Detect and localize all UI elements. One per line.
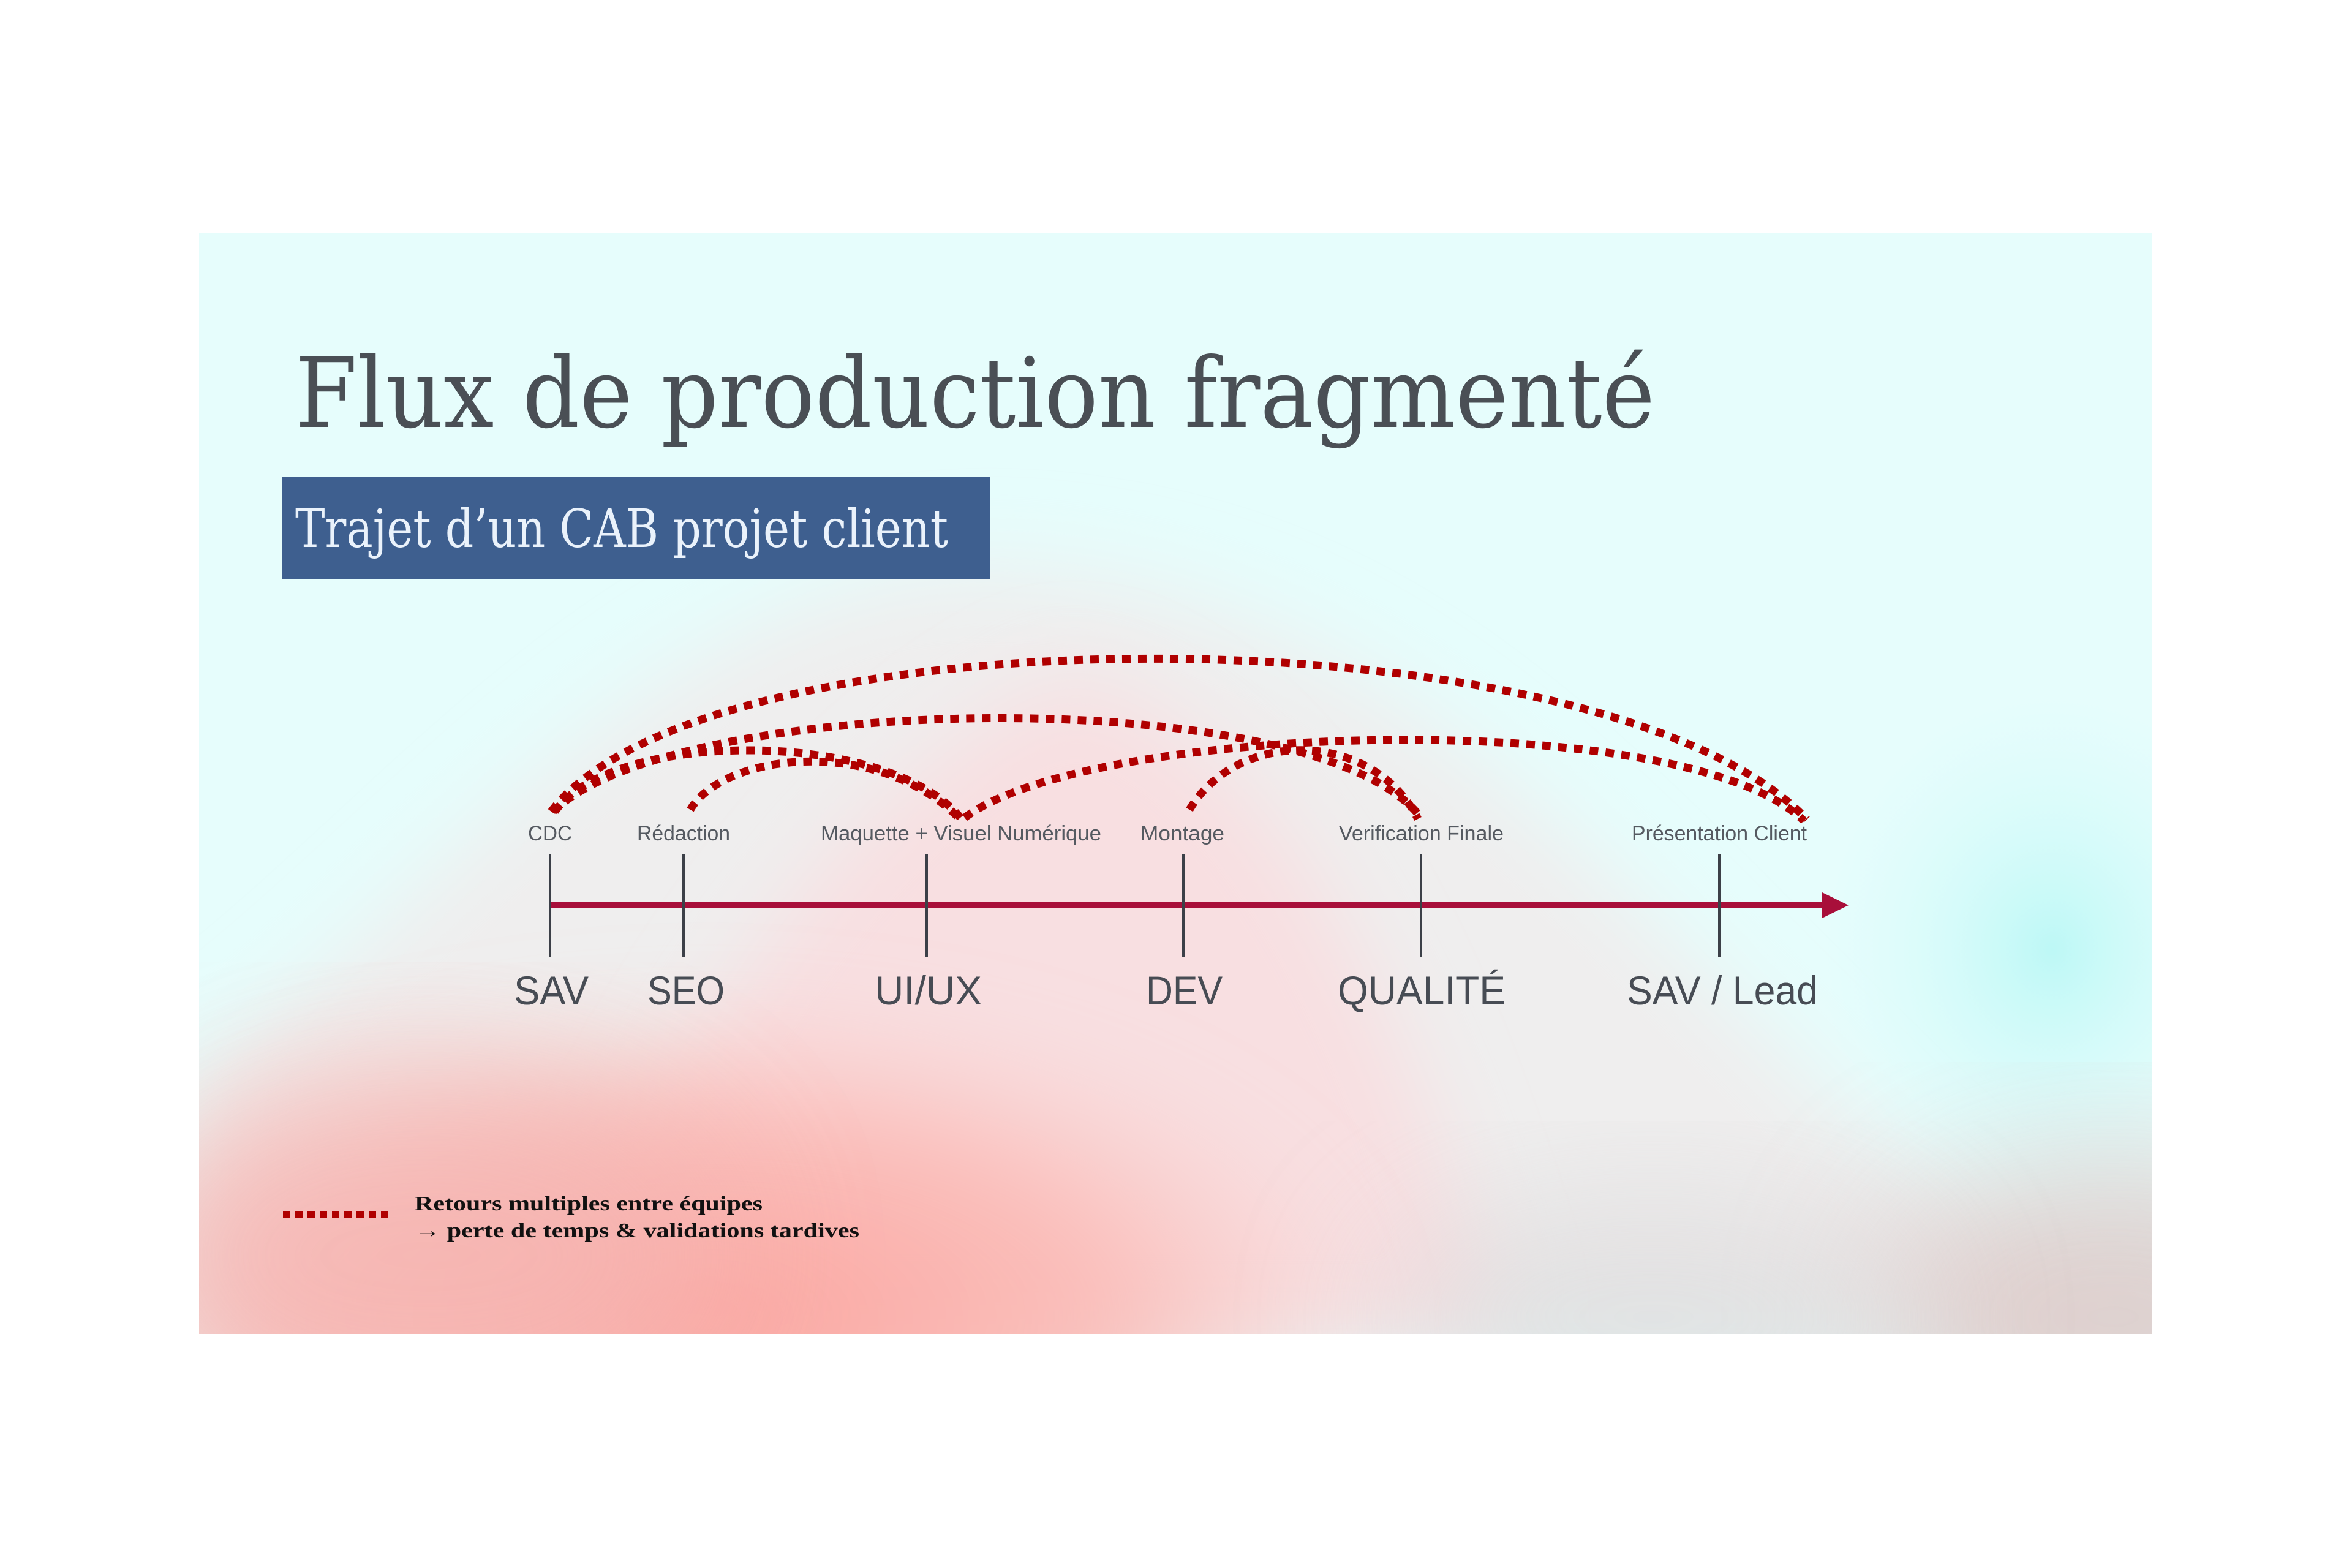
subtitle-text: Trajet d’un CAB projet client [295,499,948,560]
step-label-maquette: Maquette + Visuel Numérique [821,822,1101,845]
team-label-qualite: QUALITÉ [1338,968,1506,1013]
step-label-redaction: Rédaction [637,822,730,845]
legend-line-1: Retours multiples entre équipes [415,1193,763,1215]
arrow-head-icon [1822,892,1849,918]
arc-maquette-to-presentation [962,736,1807,824]
team-labels: SAV SEO UI/UX DEV QUALITÉ SAV / Lead [514,968,1818,1013]
step-label-montage: Montage [1140,822,1224,845]
slide-background [199,233,2152,1334]
slide-title: Flux de production fragmenté [295,337,1655,450]
step-labels: CDC Rédaction Maquette + Visuel Numériqu… [528,822,1807,845]
step-label-cdc: CDC [528,822,572,845]
subtitle-banner: Trajet d’un CAB projet client [282,477,990,579]
team-label-sav-lead: SAV / Lead [1627,968,1818,1013]
team-label-sav: SAV [514,968,589,1013]
arc-montage-to-verification [1186,746,1422,821]
return-arcs [548,654,1810,824]
timeline-axis [551,892,1849,918]
timeline-ticks [549,854,1721,957]
team-label-dev: DEV [1146,968,1223,1013]
legend: Retours multiples entre équipes → perte … [283,1193,859,1242]
step-label-presentation: Présentation Client [1632,822,1807,845]
legend-line-2: → perte de temps & validations tardives [415,1219,859,1242]
arc-redaction-to-maquette [687,757,962,821]
team-label-seo: SEO [647,968,725,1013]
arc-cdc-to-presentation [548,654,1810,823]
step-label-verification: Verification Finale [1339,822,1504,845]
team-label-uiux: UI/UX [875,968,982,1013]
